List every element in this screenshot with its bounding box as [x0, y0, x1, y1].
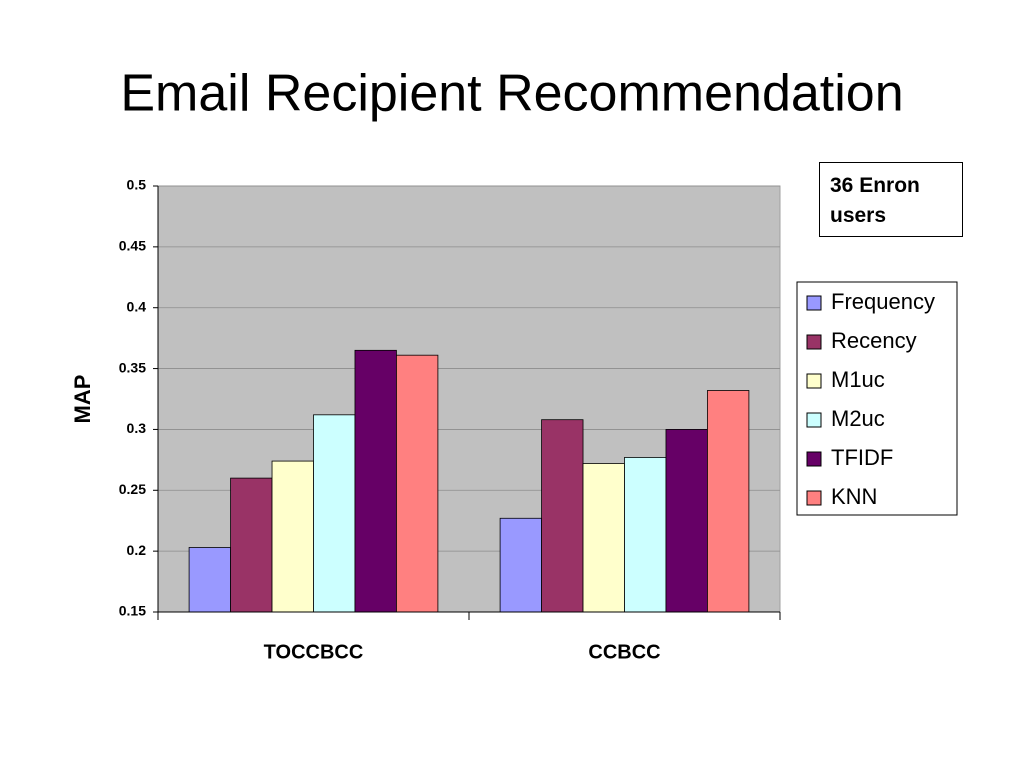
legend-label: Recency — [831, 328, 917, 353]
legend-swatch — [806, 412, 822, 428]
bar — [313, 414, 356, 613]
y-tick-label: 0.2 — [127, 542, 147, 558]
bar — [354, 349, 397, 613]
bar — [271, 460, 314, 613]
y-tick-label: 0.25 — [119, 481, 146, 497]
legend-label: TFIDF — [831, 445, 893, 470]
annotation: 36 Enron users — [819, 162, 963, 237]
bar — [707, 390, 750, 613]
legend-label: M1uc — [831, 367, 885, 392]
bar — [499, 517, 542, 613]
bar — [582, 463, 625, 613]
legend-label: KNN — [831, 484, 877, 509]
x-tick-label: CCBCC — [588, 641, 660, 663]
y-tick-label: 0.3 — [127, 420, 147, 436]
y-tick-label: 0.35 — [119, 359, 146, 375]
y-tick-label: 0.45 — [119, 238, 146, 254]
bar — [230, 477, 273, 613]
x-tick-label: TOCCBCC — [264, 641, 364, 663]
bar — [624, 457, 667, 613]
y-tick-label: 0.5 — [127, 177, 147, 193]
legend-box — [796, 281, 958, 516]
y-axis-label: MAP — [70, 375, 95, 424]
legend-swatch — [806, 373, 822, 389]
y-tick-label: 0.4 — [127, 298, 147, 314]
legend-label: M2uc — [831, 406, 885, 431]
y-tick-label: 0.15 — [119, 603, 146, 619]
legend-label: Frequency — [831, 289, 935, 314]
legend-swatch — [806, 451, 822, 467]
bar — [665, 429, 708, 613]
legend-swatch — [806, 334, 822, 350]
bar — [188, 547, 231, 613]
bar — [541, 419, 584, 613]
legend-swatch — [806, 295, 822, 311]
legend-swatch — [806, 490, 822, 506]
chart-title: Email Recipient Recommendation — [120, 65, 903, 123]
bar — [396, 354, 439, 613]
